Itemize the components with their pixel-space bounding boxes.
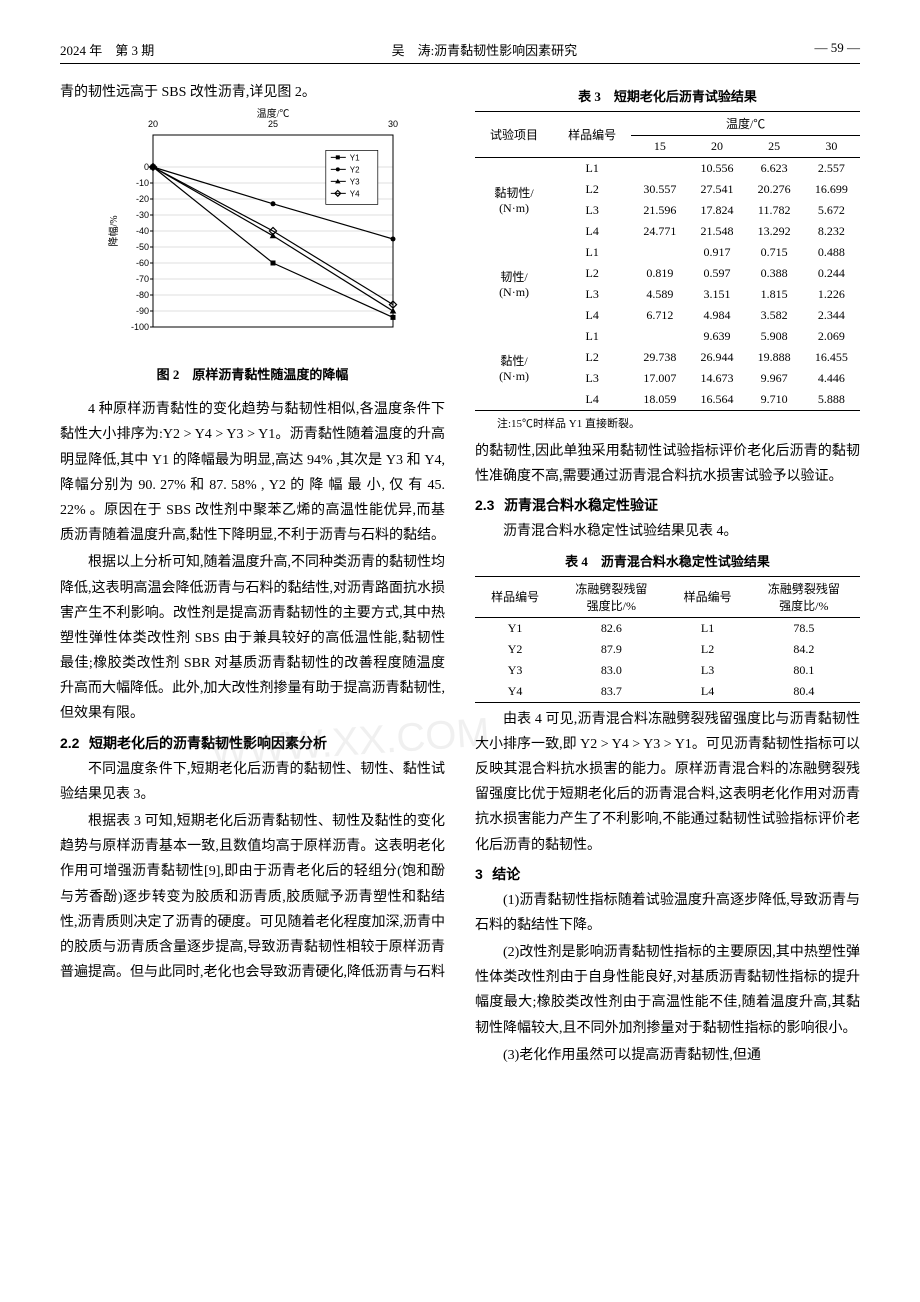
svg-text:-40: -40 [135,226,148,236]
svg-text:25: 25 [267,119,277,129]
svg-text:温度/℃: 温度/℃ [256,107,289,120]
section-2-3-title: 沥青混合料水稳定性验证 [504,499,658,514]
svg-text:-80: -80 [135,290,148,300]
figure-2-caption: 图 2 原样沥青黏性随温度的降幅 [60,364,445,383]
svg-text:0: 0 [143,162,148,172]
svg-text:-20: -20 [135,194,148,204]
header-right: — 59 — [814,40,860,59]
section-2-3-head: 2.3 沥青混合料水稳定性验证 [475,495,860,515]
para-10: (3)老化作用虽然可以提高沥青黏韧性,但通 [475,1043,860,1068]
svg-text:20: 20 [147,119,157,129]
svg-text:Y2: Y2 [349,166,359,175]
table-4: 样品编号冻融劈裂残留 强度比/%样品编号冻融劈裂残留 强度比/%Y182.6L1… [475,576,860,703]
section-3-num: 3 [475,866,483,882]
para-2: 根据以上分析可知,随着温度升高,不同种类沥青的黏韧性均降低,这表明高温会降低沥青… [60,550,445,726]
section-2-2-head: 2.2 短期老化后的沥青黏韧性影响因素分析 [60,733,445,753]
table-3-caption: 表 3 短期老化后沥青试验结果 [475,86,860,105]
svg-text:-60: -60 [135,258,148,268]
svg-text:-90: -90 [135,306,148,316]
para-7: 由表 4 可见,沥青混合料冻融劈裂残留强度比与沥青黏韧性大小排序一致,即 Y2 … [475,707,860,858]
svg-text:-70: -70 [135,274,148,284]
svg-text:-30: -30 [135,210,148,220]
para-5: 的黏韧性,因此单独采用黏韧性试验指标评价老化后沥青的黏韧性准确度不高,需要通过沥… [475,439,860,489]
svg-text:-10: -10 [135,178,148,188]
section-2-3-num: 2.3 [475,497,494,513]
svg-text:-50: -50 [135,242,148,252]
section-2-2-title: 短期老化后的沥青黏韧性影响因素分析 [89,737,327,752]
para-8: (1)沥青黏韧性指标随着试验温度升高逐步降低,导致沥青与石料的黏结性下降。 [475,888,860,938]
svg-text:-100: -100 [130,322,148,332]
para-6: 沥青混合料水稳定性试验结果见表 4。 [475,519,860,544]
header-left: 2024 年 第 3 期 [60,40,154,59]
svg-text:降幅/%: 降幅/% [107,216,120,247]
running-header: 2024 年 第 3 期 吴 涛:沥青黏韧性影响因素研究 — 59 — [60,40,860,64]
left-column: 青的韧性远高于 SBS 改性沥青,详见图 2。 0 -10 -20 -30 -40 -50… [60,80,445,1070]
table-3-note: 注:15℃时样品 Y1 直接断裂。 [475,415,860,431]
svg-text:30: 30 [387,119,397,129]
para-1: 4 种原样沥青黏性的变化趋势与黏韧性相似,各温度条件下黏性大小排序为:Y2 > … [60,397,445,548]
header-center: 吴 涛:沥青黏韧性影响因素研究 [392,40,578,59]
fragment-top: 青的韧性远高于 SBS 改性沥青,详见图 2。 [60,80,445,105]
section-3-head: 3 结论 [475,864,860,884]
section-3-title: 结论 [492,868,520,883]
para-4: 根据表 3 可知,短期老化后沥青黏韧性、韧性及黏性的变化趋势与原样沥青基本一致,… [60,809,445,985]
svg-text:Y1: Y1 [349,154,359,163]
table-3: 试验项目样品编号温度/℃15202530黏韧性/ (N·m)L110.5566.… [475,111,860,411]
figure-2-chart: 0 -10 -20 -30 -40 -50 -60 -70 -80 -90 -100 20 25 30 温度… [60,107,445,352]
right-column: 表 3 短期老化后沥青试验结果 试验项目样品编号温度/℃15202530黏韧性/… [475,80,860,1070]
table-4-caption: 表 4 沥青混合料水稳定性试验结果 [475,551,860,570]
para-9: (2)改性剂是影响沥青黏韧性指标的主要原因,其中热塑性弹性体类改性剂由于自身性能… [475,940,860,1041]
svg-text:Y3: Y3 [349,178,359,187]
section-2-2-num: 2.2 [60,735,79,751]
svg-text:Y4: Y4 [349,190,359,199]
para-3: 不同温度条件下,短期老化后沥青的黏韧性、韧性、黏性试验结果见表 3。 [60,757,445,807]
